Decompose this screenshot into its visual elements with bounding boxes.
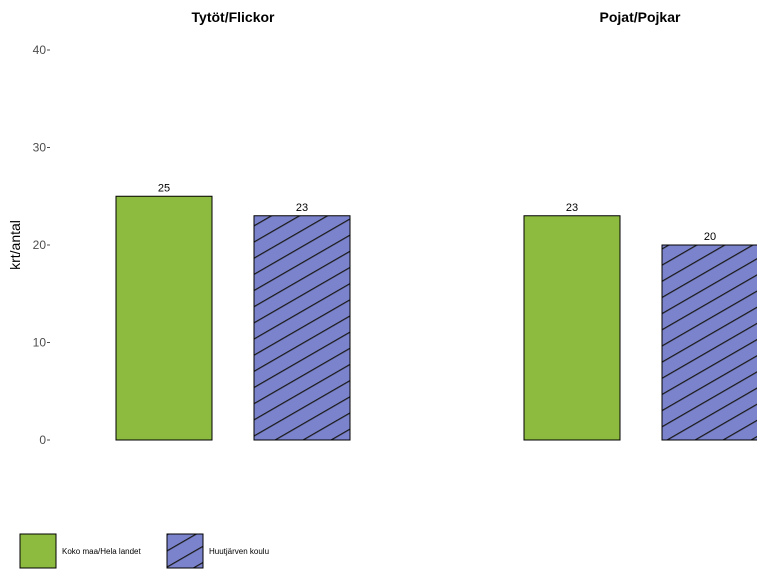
y-tick-label: 40: [33, 43, 47, 57]
bar-value-label: 25: [158, 182, 170, 194]
bar: [253, 215, 351, 441]
legend: Koko maa/Hela landet Huutjärven koulu: [19, 533, 269, 569]
legend-label-school: Huutjärven koulu: [209, 547, 269, 556]
bar-value-label: 23: [566, 202, 578, 214]
bar-value-label: 23: [296, 202, 308, 214]
bar: [661, 244, 757, 441]
bar-value-label: 20: [704, 231, 716, 243]
bar: [523, 215, 621, 441]
panel-title-boys: Pojat/Pojkar: [600, 9, 681, 25]
panel-title-girls: Tytöt/Flickor: [192, 9, 276, 25]
y-tick-label: 10: [33, 336, 47, 350]
y-tick-label: 20: [33, 238, 47, 252]
legend-swatch-school: [166, 533, 204, 569]
bars: 25 23 23 20: [115, 182, 757, 441]
legend-label-national: Koko maa/Hela landet: [62, 547, 141, 556]
y-axis: 0 10 20 30 40: [33, 43, 50, 447]
bar: [115, 195, 213, 441]
y-tick-label: 0: [39, 433, 46, 447]
legend-swatch-national: [19, 533, 57, 569]
y-tick-label: 30: [33, 141, 47, 155]
y-axis-title: krt/antal: [7, 220, 23, 270]
